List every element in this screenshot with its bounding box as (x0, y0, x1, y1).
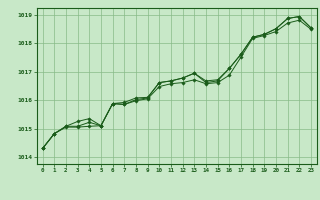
Text: Graphe pression niveau de la mer (hPa): Graphe pression niveau de la mer (hPa) (72, 183, 248, 192)
